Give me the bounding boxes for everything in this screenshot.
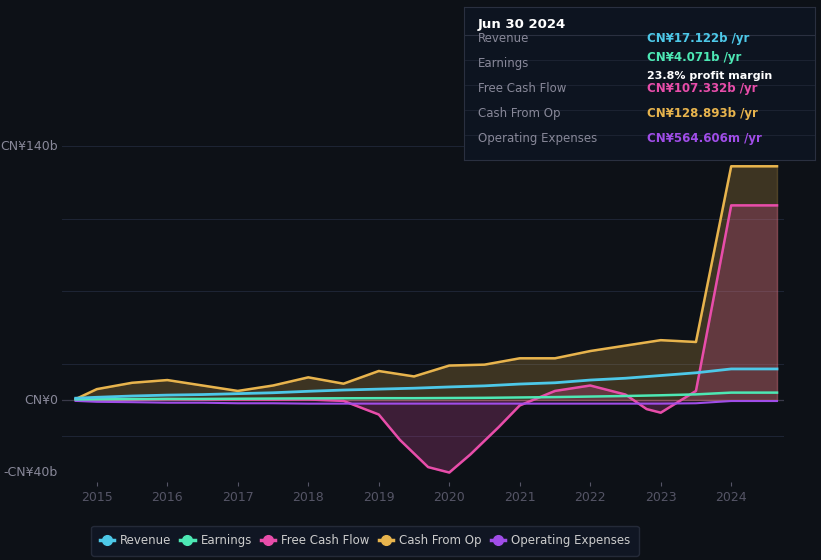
Text: Cash From Op: Cash From Op [478, 108, 561, 120]
Text: -CN¥40b: -CN¥40b [4, 466, 58, 479]
Text: CN¥0: CN¥0 [24, 394, 58, 407]
Text: CN¥564.606m /yr: CN¥564.606m /yr [647, 132, 761, 145]
Text: CN¥128.893b /yr: CN¥128.893b /yr [647, 108, 758, 120]
Text: Jun 30 2024: Jun 30 2024 [478, 18, 566, 31]
Text: 23.8% profit margin: 23.8% profit margin [647, 71, 772, 81]
Text: CN¥140b: CN¥140b [0, 139, 58, 153]
Text: CN¥4.071b /yr: CN¥4.071b /yr [647, 52, 741, 64]
Text: Revenue: Revenue [478, 32, 530, 45]
Text: Free Cash Flow: Free Cash Flow [478, 82, 566, 95]
Legend: Revenue, Earnings, Free Cash Flow, Cash From Op, Operating Expenses: Revenue, Earnings, Free Cash Flow, Cash … [91, 526, 639, 556]
Text: Earnings: Earnings [478, 57, 530, 71]
Text: Operating Expenses: Operating Expenses [478, 132, 597, 145]
Text: CN¥17.122b /yr: CN¥17.122b /yr [647, 32, 749, 45]
Text: CN¥107.332b /yr: CN¥107.332b /yr [647, 82, 757, 95]
